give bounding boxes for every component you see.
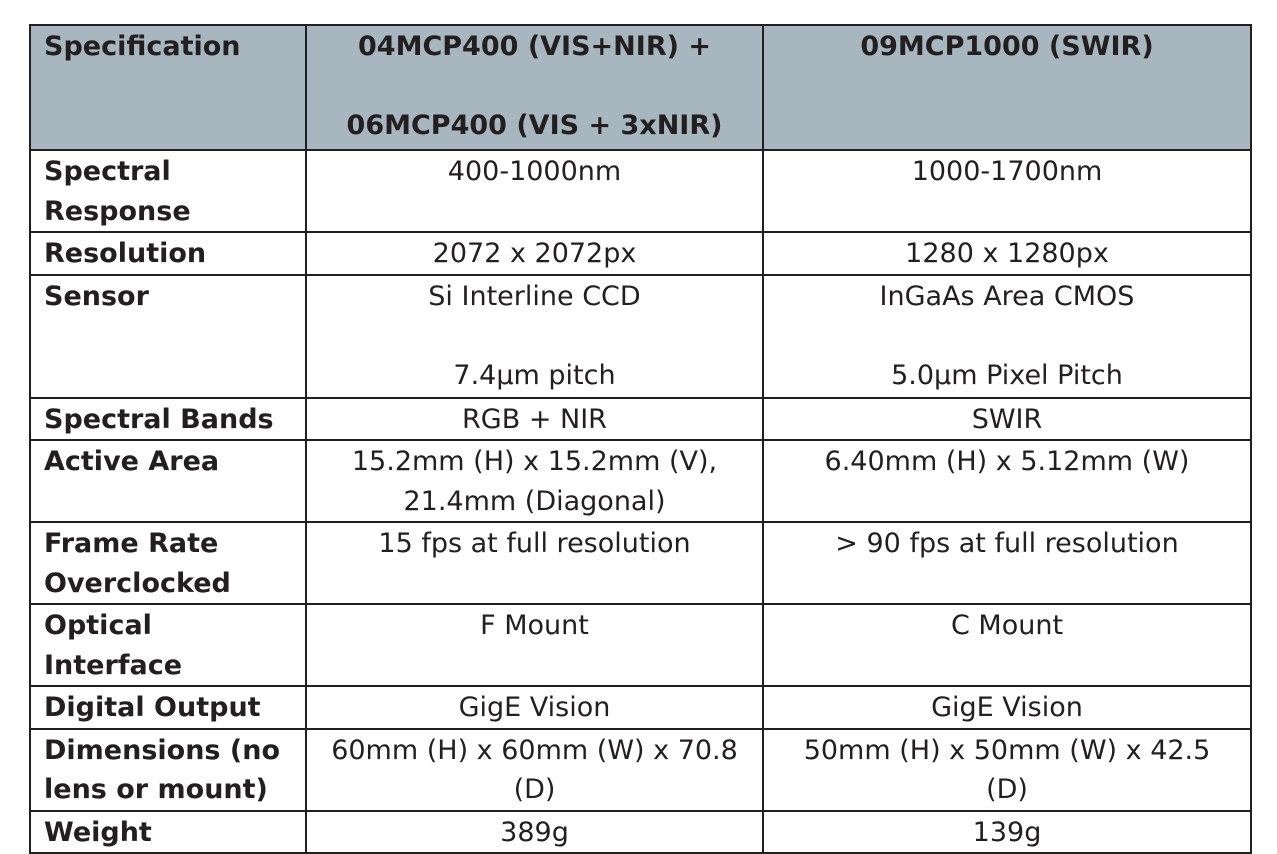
row-frame-rate: Frame Rate Overclocked 15 fps at full re… [29, 521, 1252, 605]
label-spectral-response: Spectral Response [29, 149, 307, 233]
row-digital-output: Digital Output GigE Vision GigE Vision [29, 685, 1252, 730]
label-dimensions: Dimensions (no lens or mount) [29, 727, 307, 812]
header-model-a-line2: 06MCP400 (VIS + 3xNIR) [346, 110, 723, 141]
label-resolution: Resolution [29, 231, 307, 276]
label-sensor: Sensor [29, 273, 307, 399]
row-dimensions: Dimensions (no lens or mount) 60mm (H) x… [29, 727, 1252, 812]
value-optical-interface-a: F Mount [305, 603, 764, 687]
row-weight: Weight 389g 139g [29, 809, 1252, 854]
value-active-area-a-line1: 15.2mm (H) x 15.2mm (V), [351, 446, 718, 477]
row-optical-interface: Optical Interface F Mount C Mount [29, 603, 1252, 687]
label-frame-rate-line1: Frame Rate [44, 528, 219, 559]
value-resolution-b: 1280 x 1280px [762, 231, 1252, 276]
value-sensor-b-line1: InGaAs Area CMOS [879, 280, 1135, 312]
label-dimensions-line1: Dimensions (no [44, 734, 281, 766]
value-sensor-a-line1: Si Interline CCD [428, 280, 641, 312]
label-weight: Weight [29, 809, 307, 854]
value-spectral-response-b: 1000-1700nm [762, 149, 1252, 233]
value-resolution-a: 2072 x 2072px [305, 231, 764, 276]
header-model-b: 09MCP1000 (SWIR) [762, 24, 1252, 151]
value-digital-output-b: GigE Vision [762, 685, 1252, 730]
value-digital-output-a: GigE Vision [305, 685, 764, 730]
label-dimensions-line2: lens or mount) [44, 774, 268, 805]
value-dimensions-b: 50mm (H) x 50mm (W) x 42.5 (D) [762, 727, 1252, 812]
value-dimensions-b-line1: 50mm (H) x 50mm (W) x 42.5 [803, 734, 1211, 766]
header-model-a-line1: 04MCP400 (VIS+NIR) + [358, 31, 711, 62]
row-resolution: Resolution 2072 x 2072px 1280 x 1280px [29, 231, 1252, 276]
value-active-area-b: 6.40mm (H) x 5.12mm (W) [762, 439, 1252, 523]
row-sensor: Sensor Si Interline CCD 7.4µm pitch InGa… [29, 273, 1252, 399]
value-weight-a: 389g [305, 809, 764, 854]
row-spectral-response: Spectral Response 400-1000nm 1000-1700nm [29, 149, 1252, 233]
spec-table: Specification 04MCP400 (VIS+NIR) + 06MCP… [29, 24, 1252, 854]
value-sensor-b-line2: 5.0µm Pixel Pitch [891, 359, 1123, 391]
label-spectral-bands: Spectral Bands [29, 396, 307, 441]
header-specification: Specification [29, 24, 307, 151]
value-weight-b: 139g [762, 809, 1252, 854]
value-dimensions-b-line2: (D) [986, 774, 1028, 805]
header-model-a: 04MCP400 (VIS+NIR) + 06MCP400 (VIS + 3xN… [305, 24, 764, 151]
label-frame-rate-line2: Overclocked [44, 567, 231, 599]
value-spectral-bands-b: SWIR [762, 396, 1252, 441]
value-active-area-a: 15.2mm (H) x 15.2mm (V), 21.4mm (Diagona… [305, 439, 764, 523]
label-active-area: Active Area [29, 439, 307, 523]
label-frame-rate: Frame Rate Overclocked [29, 521, 307, 605]
row-spectral-bands: Spectral Bands RGB + NIR SWIR [29, 396, 1252, 441]
value-sensor-a-line2: 7.4µm pitch [453, 359, 616, 391]
value-spectral-bands-a: RGB + NIR [305, 396, 764, 441]
label-optical-interface: Optical Interface [29, 603, 307, 687]
value-optical-interface-b: C Mount [762, 603, 1252, 687]
row-active-area: Active Area 15.2mm (H) x 15.2mm (V), 21.… [29, 439, 1252, 523]
header-row: Specification 04MCP400 (VIS+NIR) + 06MCP… [29, 24, 1252, 151]
value-dimensions-a-line2: (D) [513, 774, 556, 805]
value-sensor-a: Si Interline CCD 7.4µm pitch [305, 273, 764, 399]
label-spectral-response-line1: Spectral [44, 156, 171, 187]
value-dimensions-a-line1: 60mm (H) x 60mm (W) x 70.8 [331, 734, 738, 766]
label-digital-output: Digital Output [29, 685, 307, 730]
value-frame-rate-b: > 90 fps at full resolution [762, 521, 1252, 605]
value-active-area-a-line2: 21.4mm (Diagonal) [403, 485, 666, 517]
label-spectral-response-line2: Response [44, 195, 191, 227]
value-frame-rate-a: 15 fps at full resolution [305, 521, 764, 605]
value-dimensions-a: 60mm (H) x 60mm (W) x 70.8 (D) [305, 727, 764, 812]
value-spectral-response-a: 400-1000nm [305, 149, 764, 233]
value-sensor-b: InGaAs Area CMOS 5.0µm Pixel Pitch [762, 273, 1252, 399]
